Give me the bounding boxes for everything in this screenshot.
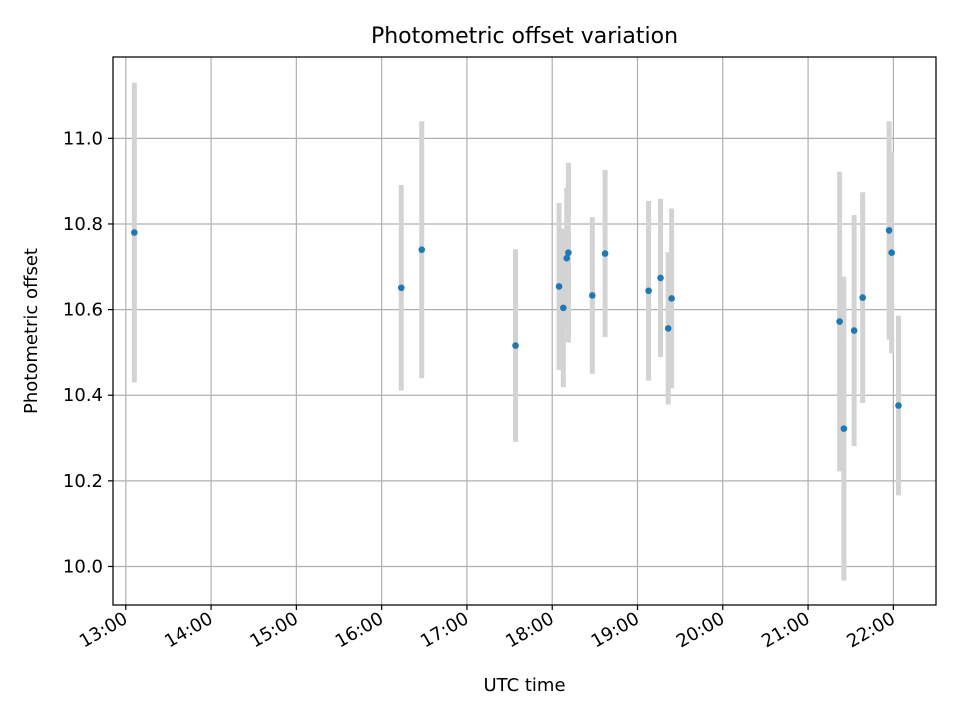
data-point <box>657 274 664 282</box>
x-tick-label: 14:00 <box>161 608 216 652</box>
x-tick-label: 21:00 <box>758 608 813 652</box>
y-tick-label: 10.0 <box>63 556 103 577</box>
x-tick-label: 18:00 <box>502 608 557 652</box>
data-point <box>560 304 567 312</box>
y-axis: 10.0 10.2 10.4 10.6 10.8 11.0 <box>63 128 113 577</box>
data-point <box>555 283 563 290</box>
data-point <box>885 227 893 234</box>
x-tick-label: 17:00 <box>417 608 472 652</box>
data-point <box>840 425 848 432</box>
error-bars <box>131 82 901 581</box>
data-point <box>895 402 902 409</box>
data-point <box>645 287 652 295</box>
data-point <box>888 249 895 256</box>
data-point <box>131 229 138 236</box>
x-tick-label: 16:00 <box>332 608 387 652</box>
y-tick-label: 10.4 <box>63 385 103 406</box>
grid <box>113 57 936 605</box>
y-tick-label: 11.0 <box>63 128 103 149</box>
data-points <box>131 227 902 432</box>
x-tick-label: 15:00 <box>246 608 301 652</box>
data-point <box>836 318 843 325</box>
x-tick-label: 19:00 <box>588 608 643 652</box>
x-axis: 13:00 14:00 15:00 16:00 17:00 18:00 19:00 20:00… <box>76 605 899 652</box>
data-point <box>565 249 572 256</box>
y-tick-label: 10.6 <box>63 300 103 321</box>
y-tick-label: 10.8 <box>63 214 103 235</box>
data-point <box>664 325 672 332</box>
data-point <box>668 295 675 302</box>
data-point <box>418 246 426 253</box>
x-axis-title: UTC time <box>483 675 565 696</box>
y-tick-label: 10.2 <box>63 471 103 492</box>
data-point <box>397 284 405 292</box>
x-tick-label: 13:00 <box>76 608 131 652</box>
x-tick-label: 22:00 <box>843 608 898 652</box>
data-point <box>601 250 609 257</box>
chart-title: Photometric offset variation <box>371 24 678 49</box>
plot-frame <box>112 56 937 606</box>
y-axis-title: Photometric offset <box>21 248 42 414</box>
data-point <box>512 342 519 349</box>
data-point <box>859 294 866 301</box>
data-point <box>589 292 596 299</box>
data-point <box>850 327 858 334</box>
data-point <box>563 254 571 262</box>
x-tick-label: 20:00 <box>673 608 728 652</box>
